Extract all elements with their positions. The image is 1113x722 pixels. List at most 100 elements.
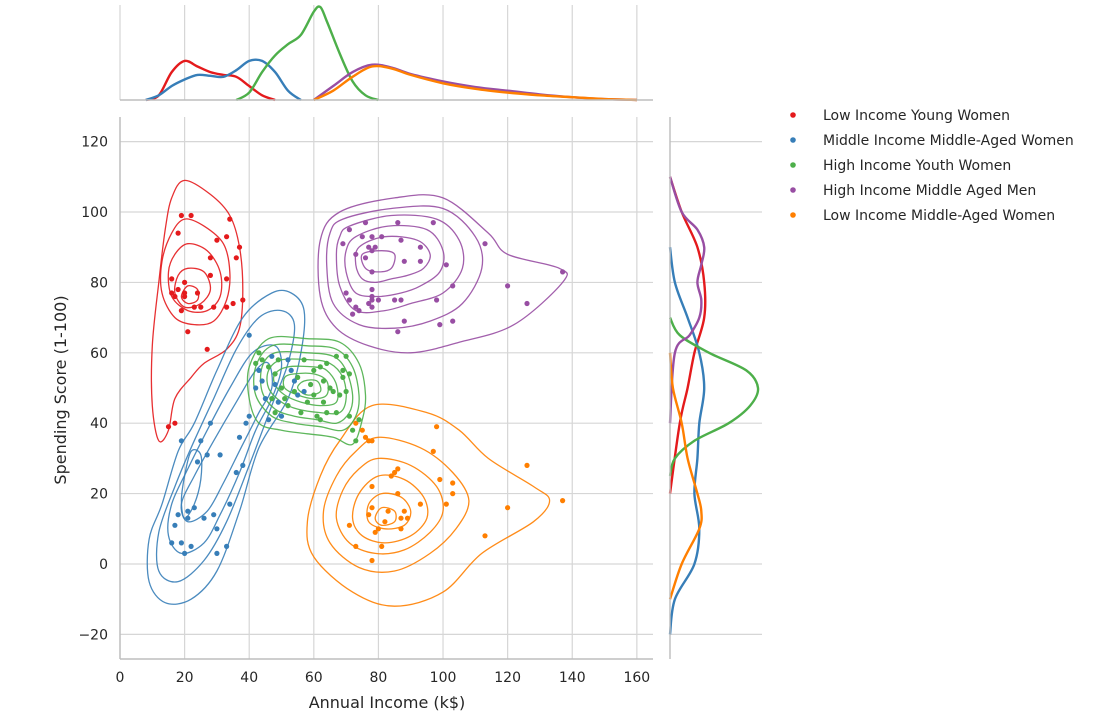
- scatter-point: [320, 378, 327, 384]
- scatter-point: [417, 244, 423, 250]
- scatter-point: [362, 220, 369, 226]
- scatter-point: [198, 438, 204, 444]
- scatter-point: [443, 501, 449, 507]
- scatter-point: [236, 244, 243, 250]
- scatter-point: [524, 300, 530, 307]
- scatter-point: [311, 367, 317, 373]
- kde-contour-line: [272, 365, 339, 407]
- scatter-point: [437, 476, 443, 483]
- scatter-point: [272, 381, 278, 388]
- kde-contour-line: [146, 289, 306, 605]
- scatter-point: [317, 364, 323, 370]
- scatter-point: [350, 311, 356, 317]
- kde-contour-line: [325, 205, 484, 330]
- scatter-point: [291, 388, 297, 395]
- scatter-point: [398, 297, 404, 303]
- y-tick-label: 100: [81, 205, 108, 221]
- scatter-point: [434, 297, 440, 303]
- scatter-point: [369, 483, 375, 490]
- scatter-point: [298, 410, 304, 416]
- legend-marker: [790, 112, 796, 118]
- scatter-point: [172, 293, 178, 300]
- scatter-point: [178, 212, 184, 219]
- scatter-point: [169, 276, 175, 282]
- y-tick-label: 60: [90, 346, 108, 362]
- scatter-point: [317, 417, 323, 423]
- scatter-point: [450, 283, 456, 289]
- scatter-point: [256, 350, 262, 356]
- legend-marker: [790, 137, 796, 143]
- kde-contour-line: [167, 344, 283, 555]
- y-tick-label: 120: [81, 135, 108, 151]
- scatter-point: [353, 304, 359, 310]
- legend-label: High Income Youth Women: [823, 158, 1011, 174]
- scatter-point: [395, 220, 401, 226]
- scatter-point: [207, 255, 213, 261]
- y-tick-label: −20: [78, 627, 108, 643]
- grid: [119, 5, 762, 659]
- kde-contour-line: [335, 214, 465, 314]
- scatter-point: [372, 529, 378, 535]
- marginal-y-kde-curve: [668, 317, 760, 477]
- scatter-point: [385, 508, 391, 514]
- scatter-point: [366, 512, 372, 518]
- scatter-point: [379, 234, 385, 240]
- scatter-point: [346, 413, 352, 419]
- scatter-point: [343, 388, 349, 395]
- scatter-point: [233, 469, 239, 476]
- scatter-point: [178, 438, 184, 444]
- marginal-x-kde-curve: [313, 64, 637, 102]
- scatter-point: [204, 452, 210, 458]
- scatter-point: [259, 357, 265, 363]
- scatter-point: [353, 251, 359, 257]
- scatter-point: [182, 550, 188, 557]
- scatter-point: [369, 297, 375, 303]
- scatter-point: [350, 427, 356, 433]
- scatter-point: [246, 332, 252, 338]
- scatter-point: [369, 505, 375, 511]
- scatter-point: [269, 396, 275, 402]
- kde-contour-line: [159, 218, 231, 326]
- marginal-x-kde-curve: [235, 5, 379, 102]
- scatter-point: [375, 297, 381, 303]
- kde-contour-line: [306, 403, 551, 607]
- scatter-point: [275, 357, 281, 363]
- scatter-point: [324, 360, 330, 366]
- scatter-point: [560, 498, 566, 504]
- scatter-point: [356, 308, 362, 314]
- scatter-point: [175, 512, 181, 518]
- kde-contour-line: [335, 457, 444, 555]
- scatter-point: [240, 462, 246, 468]
- scatter-point: [272, 371, 278, 377]
- scatter-point: [327, 385, 333, 391]
- scatter-point: [214, 550, 220, 557]
- scatter-point: [185, 508, 191, 514]
- scatter-point: [175, 230, 181, 236]
- scatter-point: [388, 473, 394, 479]
- x-tick-label: 100: [430, 670, 457, 686]
- scatter-point: [178, 540, 184, 546]
- legend-marker: [790, 162, 796, 168]
- scatter-point: [330, 388, 336, 395]
- legend-label: Middle Income Middle-Aged Women: [823, 133, 1074, 149]
- scatter-point: [185, 515, 191, 521]
- x-tick-label: 140: [559, 670, 586, 686]
- scatter-point: [333, 410, 339, 416]
- scatter-point: [191, 505, 197, 511]
- scatter-point: [207, 420, 213, 426]
- marginal-y-kde-curve: [668, 176, 706, 424]
- kde-contour-line: [155, 309, 296, 583]
- scatter-point: [214, 237, 220, 243]
- kde-contour-line: [317, 194, 568, 354]
- scatter-point: [450, 491, 456, 497]
- legend-marker: [790, 187, 796, 193]
- scatter-point: [346, 227, 352, 233]
- scatter-point: [362, 255, 369, 261]
- scatter-point: [165, 424, 172, 430]
- scatter-point: [269, 353, 275, 359]
- scatter-point: [291, 378, 297, 384]
- scatter-point: [188, 543, 194, 550]
- scatter-point: [211, 512, 217, 518]
- scatter-point: [398, 237, 404, 243]
- scatter-point: [382, 519, 388, 525]
